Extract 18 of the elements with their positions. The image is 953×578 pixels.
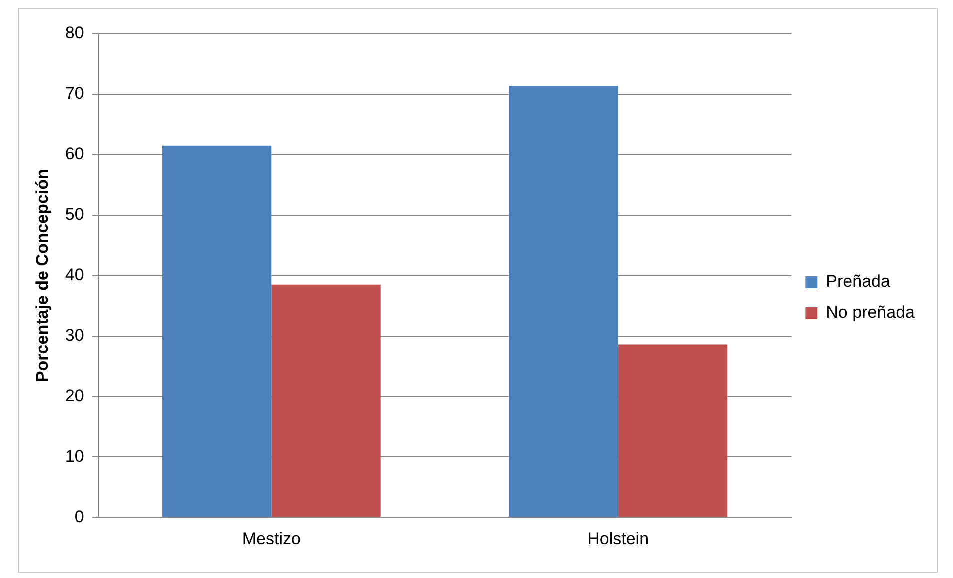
x-tick-label: Mestizo	[242, 529, 301, 548]
y-tick-label: 80	[65, 24, 84, 43]
bar	[618, 344, 728, 518]
y-tick-label: 50	[65, 205, 84, 224]
y-tick-label: 10	[65, 446, 84, 466]
y-axis-title: Porcentaje de Concepción	[32, 169, 52, 383]
y-tick-label: 70	[65, 84, 84, 104]
y-tick-label: 40	[65, 265, 84, 284]
bar	[509, 86, 618, 518]
x-tick-label: Holstein	[588, 529, 650, 548]
bar	[162, 146, 272, 518]
y-tick-label: 60	[65, 144, 84, 164]
bar	[272, 284, 381, 518]
y-tick-label: 0	[74, 507, 84, 526]
legend-label: Preñada	[826, 272, 891, 292]
y-tick-label: 20	[65, 386, 84, 406]
legend-label: No preñada	[826, 303, 916, 322]
y-tick-label: 30	[65, 326, 84, 345]
